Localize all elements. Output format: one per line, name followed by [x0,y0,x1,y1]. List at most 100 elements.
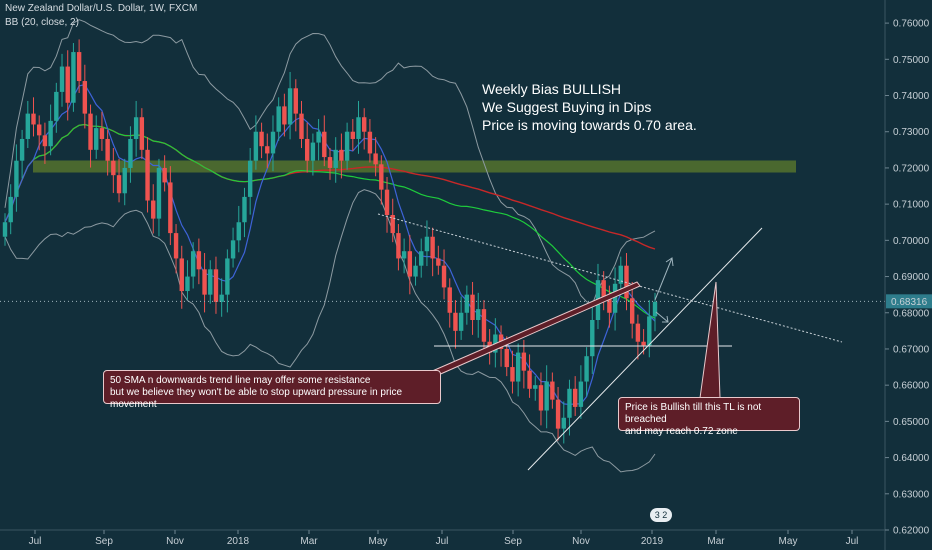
candle-body [128,138,133,168]
candle-body [156,167,162,219]
resistance-zone [33,160,796,173]
resistance-zone-rect [33,160,796,173]
candle-body [14,160,19,197]
candle-body [88,113,93,150]
events-badge[interactable]: 3 2 [650,508,672,522]
candle-body [37,124,42,136]
annotation-box-sma: 50 SMA n downwards trend line may offer … [103,370,441,410]
sma-red-line [4,123,656,250]
symbol-title: New Zealand Dollar/U.S. Dollar, 1W, FXCM [5,3,198,14]
candle-body [82,81,88,114]
x-tick-label: Sep [95,536,113,547]
x-tick-label: Mar [707,536,725,547]
y-tick-label: 0.66000 [893,381,930,392]
candle-body [202,269,207,295]
candle-body [527,370,532,389]
candle-body [293,88,298,114]
candle-body [333,149,338,168]
candle-body [42,135,48,147]
candle-body [481,309,487,342]
candle-body [624,265,629,299]
candle-body [19,138,25,161]
candle-body [179,258,184,292]
candle-body [71,52,76,103]
candle-body [339,149,344,161]
candle-body [458,312,464,331]
bias-line-1: Weekly Bias BULLISH [482,81,622,97]
candle-body [470,294,475,320]
candle-body [601,280,606,299]
y-tick-label: 0.74000 [893,91,930,102]
indicator-label: BB (20, close, 2) [5,17,79,28]
y-tick-label: 0.72000 [893,163,930,174]
y-tick-label: 0.69000 [893,272,930,283]
x-tick-label: Mar [300,536,318,547]
candle-body [247,160,253,197]
candle-body [396,233,401,259]
candle-body [111,160,116,176]
candle-body [652,301,658,317]
candle-body [612,283,618,313]
bias-line-3: Price is moving towards 0.70 area. [482,117,697,133]
downtrend-line [377,213,843,343]
candle-body [196,251,202,270]
candle-body [48,120,53,147]
candle-body [116,175,122,194]
candle-body [236,222,241,241]
x-tick-label: May [369,536,388,547]
candle-body [430,236,435,259]
candle-body [590,320,595,357]
candle-body [327,157,333,168]
candle-body [31,113,36,125]
candle-body [521,352,527,371]
projection-arrow-down [655,311,669,323]
projection-arrow-up [654,257,674,301]
y-tick-label: 0.68000 [893,308,930,319]
candle-body [504,348,509,368]
candle-body [447,287,452,313]
candle-body [572,388,578,407]
candle-body [533,385,538,389]
candle-body [407,251,413,277]
candle-body [287,88,293,125]
candle-body [441,265,447,288]
candle-body [561,417,566,429]
uptrend-line [527,227,763,471]
candle-body [185,276,190,292]
candle-body [259,131,264,147]
candle-body [578,381,584,407]
candle-body [162,167,167,183]
annotation-box-sma-line-1: 50 SMA n downwards trend line may offer … [110,375,371,386]
candle-body [213,269,219,302]
candle-body [276,106,281,132]
candle-body [373,153,378,165]
candle-body [270,131,276,154]
y-tick-label: 0.63000 [893,489,930,500]
bb-upper-band [4,19,656,306]
y-tick-label: 0.62000 [893,526,930,537]
candle-body [230,240,236,259]
candle-body [76,52,82,82]
candle-body [453,312,458,331]
current-price-badge [886,294,932,309]
bb-lower-band [4,189,656,473]
candle-body [629,298,635,324]
candle-body [242,196,247,223]
candle-body [515,352,521,382]
bias-text: Weekly Bias BULLISH We Suggest Buying in… [482,80,697,134]
x-tick-label: Jul [436,536,449,547]
candle-body [168,182,173,234]
candle-body [310,142,316,161]
y-tick-label: 0.73000 [893,127,930,138]
x-tick-label: Nov [166,536,184,547]
y-tick-label: 0.65000 [893,417,930,428]
candle-body [122,167,127,194]
candle-body [390,215,395,234]
candle-body [384,189,390,215]
candle-body [367,131,373,154]
x-tick-label: May [779,536,798,547]
candle-body [219,294,224,302]
candle-body [322,131,327,158]
